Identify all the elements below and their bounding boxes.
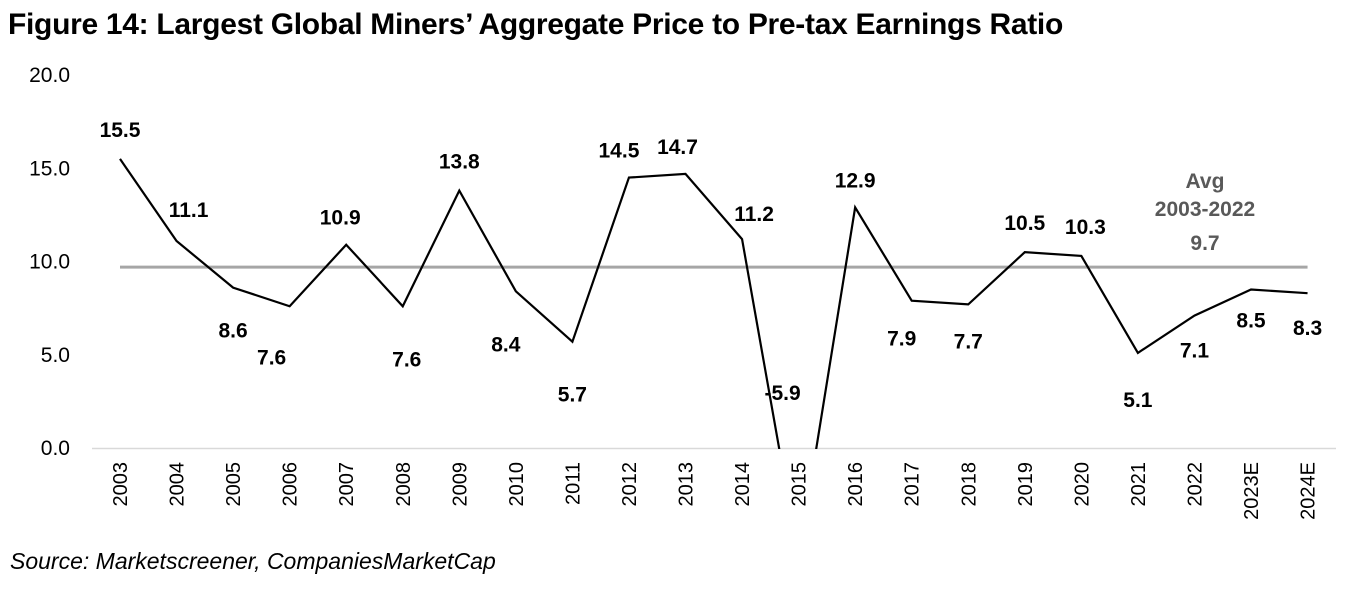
x-tick-label: 2008 (393, 462, 415, 507)
y-axis: 0.0 5.0 10.0 15.0 20.0 (29, 64, 70, 460)
x-tick-label: 2010 (506, 462, 528, 507)
x-tick-label: 2011 (562, 462, 584, 505)
y-tick-label: 0.0 (41, 437, 70, 460)
chart-title: Figure 14: Largest Global Miners’ Aggreg… (8, 8, 1063, 41)
x-tick-label: 2021 (1128, 462, 1150, 507)
average-label-line: Avg (1186, 170, 1225, 193)
data-label: 14.5 (599, 140, 640, 163)
x-tick-label: 2006 (280, 462, 302, 507)
data-label: 13.8 (439, 151, 480, 174)
data-label: 15.5 (100, 119, 141, 142)
x-tick-label: 2024E (1298, 462, 1320, 520)
y-tick-label: 15.0 (29, 157, 70, 180)
data-label: 12.9 (835, 169, 876, 192)
x-tick-label: 2020 (1071, 462, 1093, 507)
data-label: 8.6 (218, 320, 247, 343)
data-label: 5.7 (558, 384, 587, 407)
x-tick-label: 2003 (110, 462, 132, 507)
y-tick-label: 20.0 (29, 64, 70, 87)
y-tick-label: 10.0 (29, 251, 70, 274)
data-label: 7.7 (954, 330, 983, 353)
data-label: 11.1 (169, 199, 209, 222)
data-labels: 15.5 11.1 8.6 7.6 10.9 7.6 13.8 8.4 5.7 14.5 14.7 1… (100, 119, 1323, 412)
x-tick-label: 2018 (958, 462, 980, 507)
data-label: 11.2 (734, 203, 774, 226)
average-label: Avg 2003-2022 9.7 (1155, 170, 1255, 255)
x-tick-label: 2023E (1241, 462, 1263, 520)
data-label: 8.3 (1293, 317, 1322, 340)
line-chart: 0.05.010.015.020.0 2003 2004 2005 2006 2007 2… (29, 64, 1336, 520)
x-tick-label: 2005 (223, 462, 245, 507)
data-label: 7.6 (392, 348, 421, 371)
data-label: 8.5 (1236, 309, 1266, 332)
x-tick-label: 2013 (676, 462, 698, 507)
y-tick-label: 5.0 (41, 344, 70, 367)
x-tick-label: 2016 (845, 462, 867, 507)
data-label: -5.9 (765, 382, 801, 405)
data-label: 7.6 (257, 346, 286, 369)
x-tick-label: 2017 (902, 462, 924, 507)
x-tick-label: 2019 (1015, 462, 1037, 507)
x-tick-label: 2015 (789, 462, 811, 507)
data-label: 7.1 (1180, 340, 1210, 363)
x-tick-label: 2012 (619, 462, 641, 507)
x-tick-label: 2022 (1184, 462, 1206, 507)
data-label: 5.1 (1123, 389, 1153, 412)
x-tick-label: 2009 (449, 462, 471, 507)
x-tick-label: 2007 (336, 462, 358, 507)
source-note: Source: Marketscreener, CompaniesMarketC… (10, 548, 496, 574)
average-label-line: 2003-2022 (1155, 198, 1255, 221)
data-label: 10.5 (1004, 212, 1045, 235)
data-label: 14.7 (657, 136, 698, 159)
data-label: 8.4 (491, 333, 521, 356)
data-label: 10.9 (320, 207, 361, 230)
x-axis: 2003 2004 2005 2006 2007 2008 2009 2010 2011 2012… (110, 462, 1320, 520)
series-line (119, 158, 1308, 449)
average-label-line: 9.7 (1190, 232, 1219, 255)
x-tick-label: 2004 (167, 462, 189, 507)
data-label: 10.3 (1065, 216, 1106, 239)
data-label: 7.9 (887, 328, 916, 351)
x-tick-label: 2014 (732, 462, 754, 507)
